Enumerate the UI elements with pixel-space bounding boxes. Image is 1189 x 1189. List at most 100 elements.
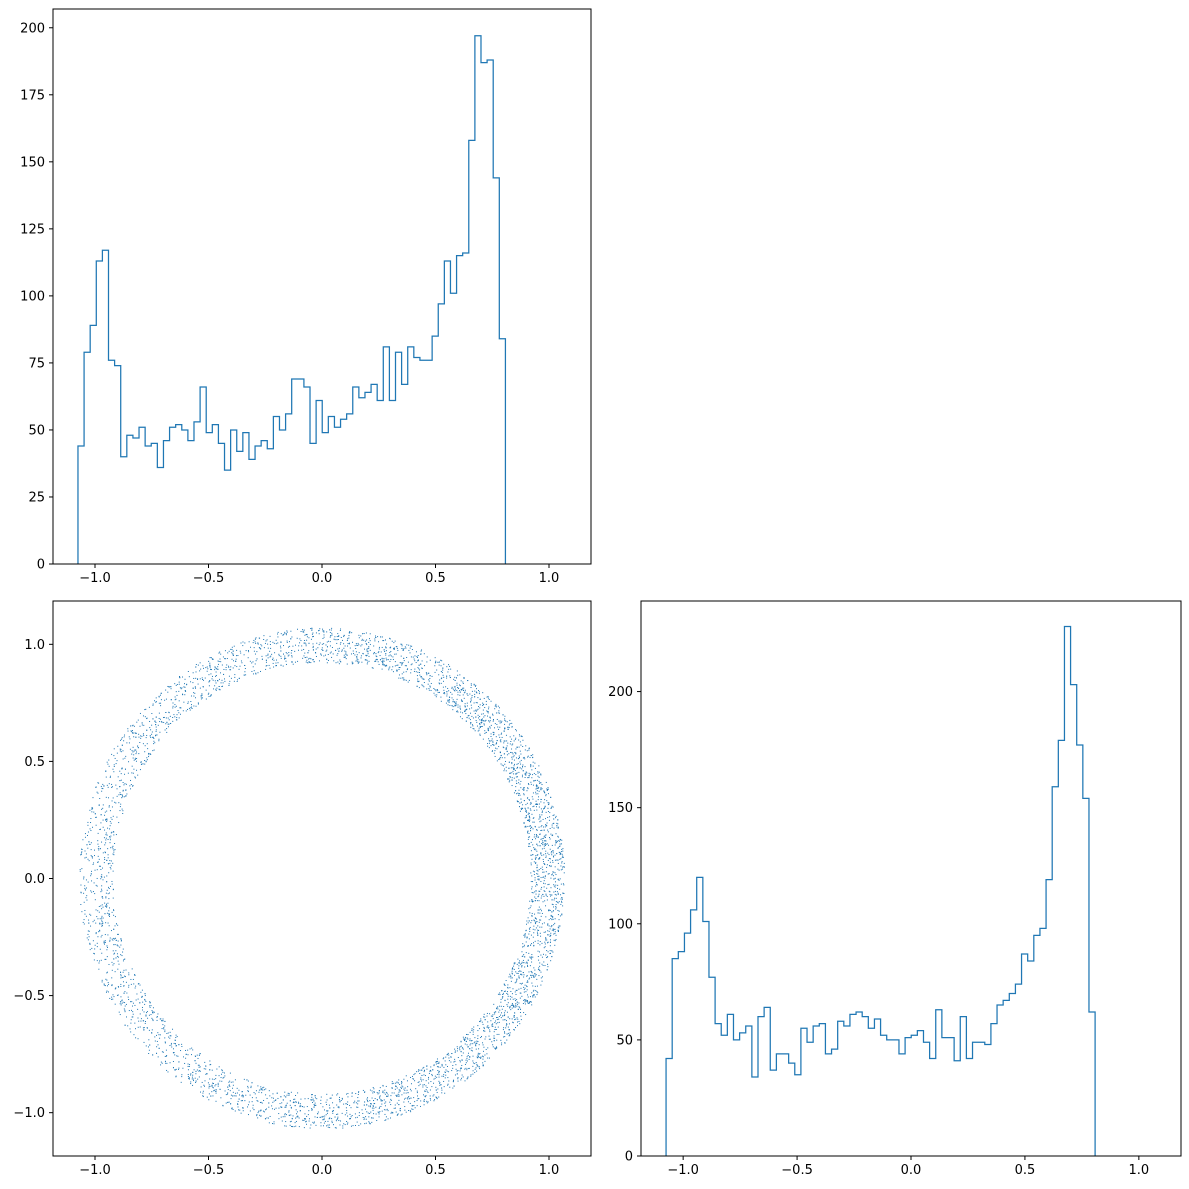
scatter-point xyxy=(440,665,442,667)
scatter-point xyxy=(178,690,180,692)
scatter-point xyxy=(216,1068,218,1070)
scatter-point xyxy=(520,780,522,782)
scatter-point xyxy=(495,747,497,749)
scatter-point xyxy=(114,988,116,990)
scatter-point xyxy=(530,872,532,874)
scatter-point xyxy=(540,935,542,937)
scatter-point xyxy=(515,790,517,792)
scatter-point xyxy=(482,702,484,704)
scatter-point xyxy=(540,888,542,890)
scatter-point xyxy=(294,661,296,663)
scatter-point xyxy=(379,1106,381,1108)
scatter-point xyxy=(436,1076,438,1078)
scatter-point xyxy=(128,1010,130,1012)
scatter-point xyxy=(327,1110,329,1112)
scatter-point xyxy=(411,1108,413,1110)
scatter-point xyxy=(517,776,519,778)
scatter-point xyxy=(326,1112,328,1114)
scatter-point xyxy=(459,694,461,696)
scatter-point xyxy=(547,923,549,925)
scatter-point xyxy=(372,1092,374,1094)
scatter-point xyxy=(535,882,537,884)
scatter-point xyxy=(538,900,540,902)
scatter-point xyxy=(436,1097,438,1099)
scatter-point xyxy=(390,650,392,652)
scatter-point xyxy=(79,870,81,872)
scatter-point xyxy=(195,1070,197,1072)
scatter-point xyxy=(117,956,119,958)
scatter-point xyxy=(517,972,519,974)
scatter-point xyxy=(499,740,501,742)
scatter-point xyxy=(554,866,556,868)
scatter-point xyxy=(149,752,151,754)
scatter-point xyxy=(291,1126,293,1128)
scatter-point xyxy=(105,832,107,834)
scatter-point xyxy=(544,837,546,838)
scatter-point xyxy=(175,1076,177,1078)
scatter-point xyxy=(119,770,121,772)
scatter-point xyxy=(145,761,147,763)
scatter-point xyxy=(554,893,556,895)
scatter-point xyxy=(423,682,425,684)
scatter-point xyxy=(428,688,430,690)
scatter-point xyxy=(330,629,332,631)
scatter-point xyxy=(447,699,449,701)
scatter-point xyxy=(386,665,388,667)
scatter-point xyxy=(176,694,178,696)
scatter-point xyxy=(470,723,472,725)
scatter-point xyxy=(532,765,534,767)
scatter-point xyxy=(549,848,551,850)
scatter-point xyxy=(547,807,549,809)
scatter-point xyxy=(367,1101,369,1103)
scatter-point xyxy=(390,1112,392,1114)
scatter-point xyxy=(154,1036,156,1038)
scatter-point xyxy=(379,1097,381,1099)
scatter-point xyxy=(378,1090,380,1092)
scatter-point xyxy=(537,925,539,927)
scatter-point xyxy=(318,629,320,631)
scatter-point xyxy=(285,1096,287,1098)
scatter-point xyxy=(337,653,339,655)
scatter-point xyxy=(84,887,86,889)
scatter-point xyxy=(504,1010,506,1012)
scatter-point xyxy=(319,642,321,644)
scatter-point xyxy=(518,771,520,773)
scatter-point xyxy=(101,876,103,878)
scatter-point xyxy=(561,843,563,845)
scatter-point xyxy=(175,698,177,700)
scatter-point xyxy=(511,977,513,979)
scatter-point xyxy=(330,1097,332,1099)
scatter-point xyxy=(535,858,537,860)
scatter-point xyxy=(132,724,134,726)
scatter-point xyxy=(323,1122,325,1124)
scatter-point xyxy=(526,811,528,813)
scatter-point xyxy=(162,1024,164,1026)
scatter-point xyxy=(536,867,538,869)
scatter-point xyxy=(539,941,541,943)
scatter-point xyxy=(530,803,532,805)
scatter-point xyxy=(538,806,540,808)
scatter-point xyxy=(552,806,554,808)
scatter-point xyxy=(201,1081,203,1083)
scatter-point xyxy=(368,1116,370,1118)
scatter-point xyxy=(459,705,461,707)
scatter-point xyxy=(111,818,113,820)
scatter-point xyxy=(461,1064,463,1066)
scatter-point xyxy=(95,786,97,788)
scatter-point xyxy=(144,751,146,753)
scatter-point xyxy=(544,843,546,845)
scatter-point xyxy=(106,971,108,973)
scatter-point xyxy=(449,677,451,679)
scatter-point xyxy=(330,651,332,653)
scatter-point xyxy=(417,1095,419,1097)
scatter-point xyxy=(244,642,246,644)
scatter-point xyxy=(208,681,210,683)
scatter-point xyxy=(344,650,346,652)
scatter-point xyxy=(326,658,328,660)
scatter-point xyxy=(306,656,308,658)
scatter-point xyxy=(197,683,199,685)
scatter-point xyxy=(117,745,119,747)
scatter-point xyxy=(555,908,557,910)
scatter-point xyxy=(139,1002,141,1004)
scatter-point xyxy=(462,1052,464,1054)
